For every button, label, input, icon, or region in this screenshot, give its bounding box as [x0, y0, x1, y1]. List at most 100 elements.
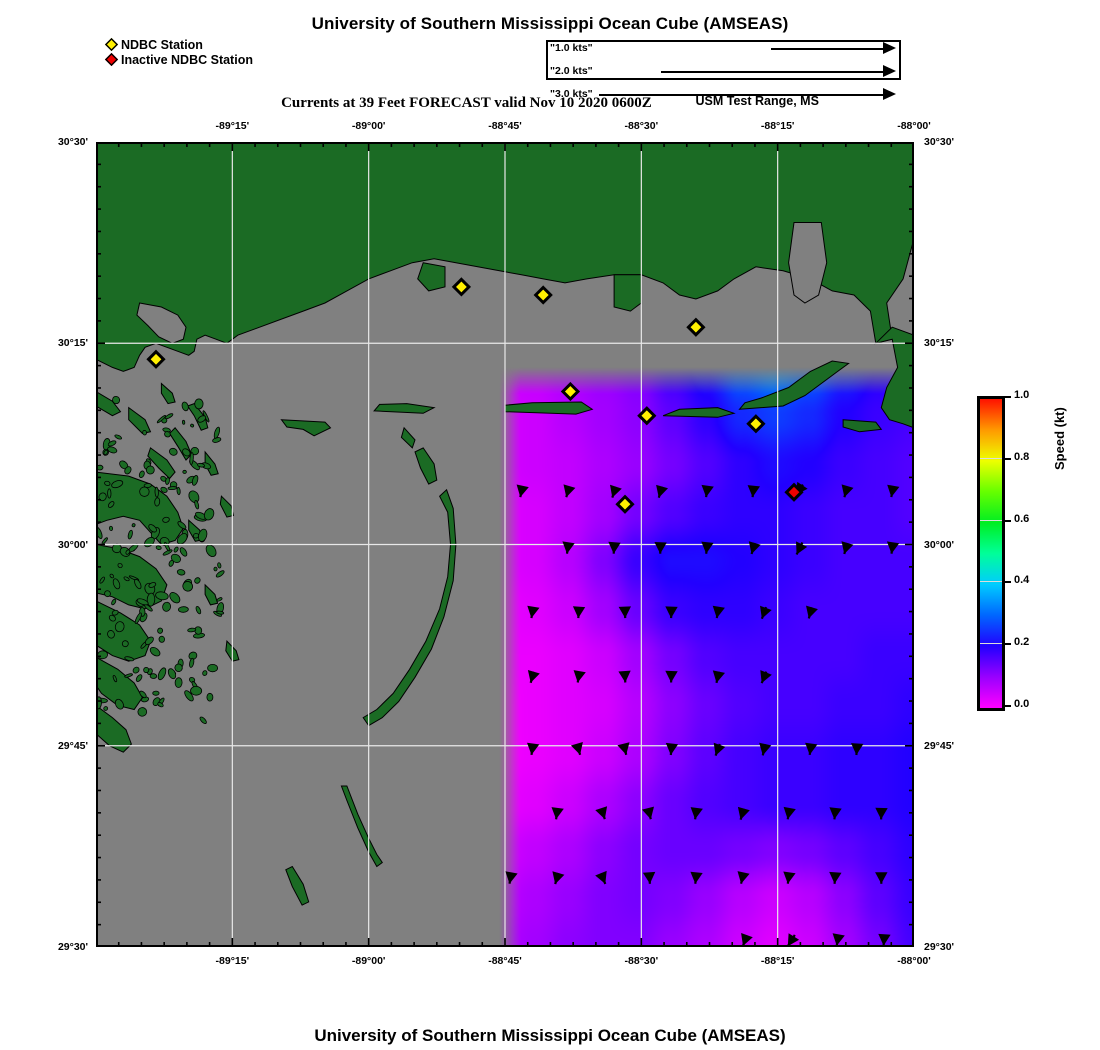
vector-arrowhead	[595, 870, 607, 884]
station-inactive-marker[interactable]	[784, 482, 804, 502]
colorbar-inner-tick	[980, 519, 1002, 521]
vector-scale-key: "1.0 kts" "2.0 kts" "3.0 kts"	[546, 40, 901, 100]
vector-arrowhead	[748, 541, 761, 554]
lon-axis-label-top: -88°45'	[488, 120, 522, 132]
delta-islet	[199, 716, 207, 725]
delta-islet	[104, 590, 111, 598]
inner-bay-layer	[136, 222, 828, 344]
station-active-marker[interactable]	[746, 414, 766, 434]
vector-key-arrowhead	[883, 88, 896, 100]
landmass	[417, 262, 446, 292]
delta-islet	[178, 606, 189, 613]
delta-islet	[167, 486, 178, 491]
vector-arrowhead	[527, 670, 540, 683]
delta-islet	[181, 401, 189, 412]
lon-axis-label-top: -88°15'	[760, 120, 795, 132]
delta-islet	[213, 426, 221, 439]
delta-islet	[207, 663, 218, 673]
station-layer[interactable]	[146, 277, 804, 514]
delta-islet	[143, 666, 150, 673]
lat-axis-label-left: 30°00'	[57, 538, 88, 551]
vector-arrowhead	[551, 807, 564, 820]
station-active-marker[interactable]	[686, 317, 706, 337]
delta-islet	[107, 446, 118, 454]
station-active-marker[interactable]	[451, 277, 472, 297]
landmass	[285, 865, 310, 906]
delta-islet	[157, 667, 167, 681]
landmass	[400, 426, 416, 449]
station-active-marker[interactable]	[533, 285, 553, 305]
vector-arrowhead	[878, 933, 891, 946]
delta-islet	[194, 500, 200, 510]
lon-axis-label-bottom: -88°00'	[897, 955, 931, 967]
station-active-marker[interactable]	[146, 349, 166, 369]
delta-islet	[112, 578, 121, 590]
map-canvas[interactable]	[96, 142, 914, 947]
delta-islet	[125, 549, 131, 555]
vector-arrowhead	[712, 605, 725, 619]
delta-islet	[194, 398, 204, 410]
vector-key-label: "1.0 kts"	[550, 42, 593, 54]
delta-islet	[107, 630, 115, 639]
vector-arrowhead	[665, 670, 678, 683]
delta-islets	[96, 395, 225, 725]
lon-axis-label-bottom: -88°45'	[488, 955, 522, 967]
vector-arrowhead	[617, 742, 630, 755]
lat-axis-label-right: 29°30'	[924, 941, 955, 953]
colorbar-tick-label: 0.4	[1014, 574, 1030, 587]
delta-islet	[191, 475, 199, 486]
lat-axis-label-right: 29°45'	[924, 739, 955, 752]
lat-axis-label-right: 30°30'	[924, 136, 955, 148]
delta-islet	[190, 423, 195, 428]
colorbar-tick	[1002, 457, 1011, 460]
legend-row-active: NDBC Station	[104, 37, 365, 52]
delta-islet	[99, 576, 106, 584]
legend-row-inactive: Inactive NDBC Station	[104, 52, 365, 67]
landmass	[874, 326, 914, 429]
delta-islet	[169, 592, 181, 604]
landmass	[340, 785, 383, 868]
delta-islet	[177, 521, 187, 530]
colorbar-title: Speed (kt)	[1052, 407, 1067, 470]
delta-islet	[170, 553, 182, 563]
vector-arrowhead	[783, 806, 796, 820]
delta-islet	[155, 591, 169, 601]
delta-islet	[124, 466, 132, 475]
colorbar-inner-tick	[980, 457, 1002, 459]
delta-islet	[181, 419, 186, 425]
delta-islet	[213, 566, 218, 572]
lon-axis-label-bottom: -88°15'	[760, 955, 795, 967]
station-active-marker[interactable]	[637, 406, 657, 426]
vector-arrowhead	[552, 871, 565, 885]
delta-islet	[194, 577, 201, 584]
delta-islet	[114, 621, 125, 633]
colorbar-tick-label: 0.2	[1014, 636, 1030, 649]
lon-axis-label-top: -89°15'	[215, 120, 250, 132]
delta-islet	[189, 452, 194, 465]
delta-islet	[148, 582, 157, 588]
vector-arrowhead	[595, 806, 608, 820]
vector-arrowhead	[747, 485, 760, 498]
station-active-marker[interactable]	[615, 494, 635, 514]
vector-arrowhead	[760, 670, 772, 684]
station-active-marker[interactable]	[560, 381, 581, 402]
delta-islet	[182, 469, 187, 474]
vector-arrowhead	[527, 742, 540, 755]
delta-islet	[189, 657, 195, 668]
vector-arrowhead	[572, 606, 586, 619]
vector-arrowhead	[783, 871, 796, 884]
delta-islet	[215, 570, 225, 578]
vector-arrowhead	[806, 605, 818, 619]
forecast-subtitle: Currents at 39 Feet FORECAST valid Nov 1…	[281, 95, 652, 111]
delta-islet	[217, 562, 222, 569]
delta-islet	[149, 673, 158, 679]
landmass	[738, 360, 850, 410]
vector-key-row: "1.0 kts"	[548, 42, 899, 54]
colorbar-tick-label: 0.8	[1014, 450, 1030, 463]
colorbar-tick-label: 1.0	[1014, 389, 1030, 401]
delta-islet	[174, 677, 183, 688]
legend-label: Inactive NDBC Station	[121, 52, 253, 67]
map-panel[interactable]	[96, 142, 914, 947]
delta-islet	[132, 666, 140, 674]
delta-islet	[142, 430, 147, 436]
